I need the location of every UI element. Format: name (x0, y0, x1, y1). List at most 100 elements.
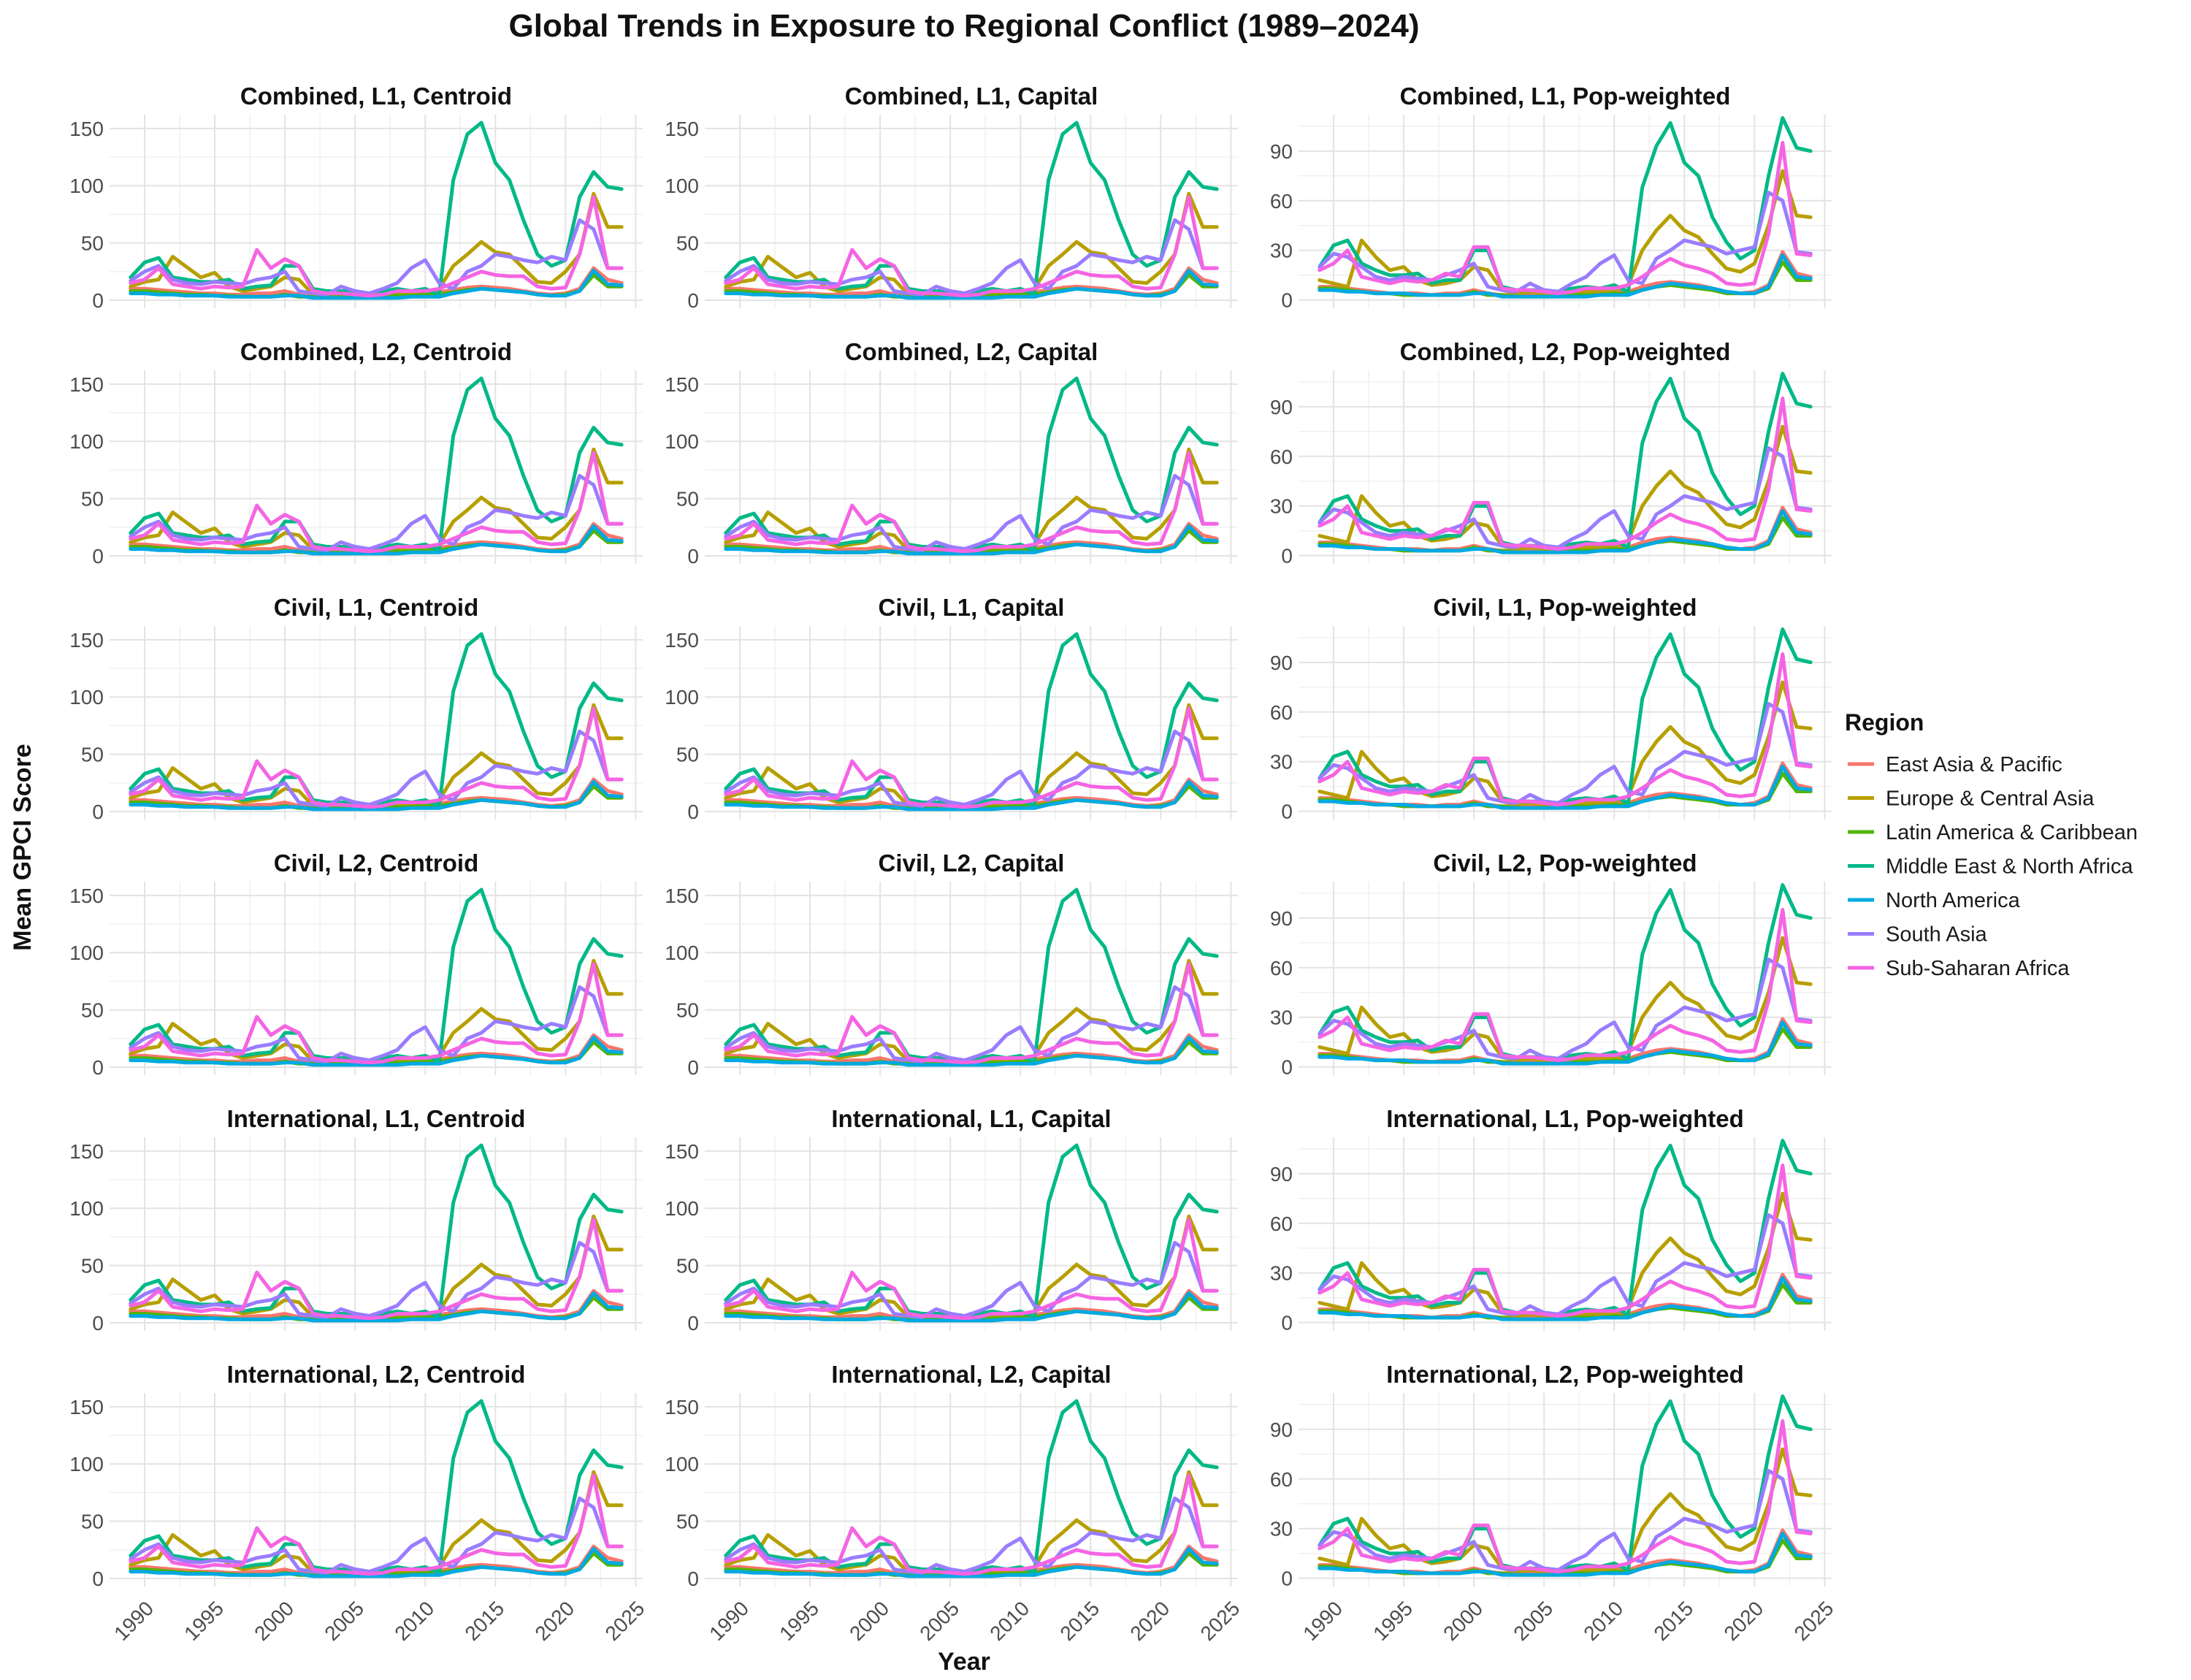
y-tick-label: 100 (665, 1453, 699, 1475)
facet-panel: Combined, L1, Centroid 0 50 100 150 (69, 83, 643, 312)
y-tick-label: 0 (92, 1568, 104, 1590)
y-tick-label: 150 (665, 885, 699, 907)
x-tick-label: 2015 (1649, 1597, 1697, 1645)
facet-strip-label: Combined, L2, Centroid (240, 338, 512, 365)
y-tick-label: 150 (69, 885, 104, 907)
x-tick-label: 2015 (460, 1597, 508, 1645)
x-tick-label: 1990 (1299, 1597, 1347, 1645)
y-tick-label: 150 (69, 629, 104, 652)
legend-label: Sub-Saharan Africa (1886, 957, 2070, 980)
facet-strip-label: Combined, L2, Pop-weighted (1400, 338, 1731, 365)
facet-strip-label: Civil, L2, Capital (879, 849, 1065, 877)
legend-label: Europe & Central Asia (1886, 787, 2095, 811)
series-line (1318, 141, 1813, 296)
y-tick-label: 50 (81, 1255, 104, 1278)
y-tick-label: 150 (69, 118, 104, 140)
facet-strip-label: International, L2, Pop-weighted (1386, 1361, 1744, 1388)
y-tick-label: 0 (92, 1056, 104, 1079)
facet-panel: Civil, L2, Centroid 0 50 100 150 (69, 849, 643, 1079)
y-tick-label: 0 (687, 1312, 699, 1335)
x-tick-label: 2015 (1055, 1597, 1104, 1645)
x-tick-label: 2010 (390, 1597, 438, 1645)
y-tick-label: 60 (1270, 190, 1293, 213)
series-line (1318, 908, 1813, 1063)
y-tick-label: 50 (81, 232, 104, 255)
x-tick-label: 1990 (110, 1597, 158, 1645)
legend-label: North America (1886, 889, 2021, 912)
series-line (1318, 253, 1813, 299)
series-line (724, 451, 1219, 554)
y-tick-label: 100 (665, 430, 699, 453)
series-line (1318, 1020, 1813, 1066)
x-tick-label: 2010 (1579, 1597, 1627, 1645)
facet-strip-label: International, L1, Pop-weighted (1386, 1105, 1744, 1132)
facet-panel: Civil, L2, Capital 0 50 100 150 (665, 849, 1238, 1079)
y-tick-label: 0 (92, 545, 104, 568)
series-line (129, 268, 624, 300)
series-line (724, 268, 1219, 300)
facet-strip-label: Combined, L1, Centroid (240, 83, 512, 110)
series-line (724, 121, 1219, 297)
series-line (129, 451, 624, 554)
x-tick-label: 2005 (1509, 1597, 1557, 1645)
y-tick-label: 100 (69, 430, 104, 453)
y-tick-label: 50 (676, 232, 699, 255)
y-tick-label: 50 (676, 744, 699, 766)
series-line (129, 473, 624, 552)
y-tick-label: 60 (1270, 1213, 1293, 1235)
series-line (724, 1496, 1219, 1575)
series-line (1318, 116, 1813, 294)
series-line (1318, 1532, 1813, 1577)
series-line (724, 985, 1219, 1064)
series-line (129, 887, 624, 1064)
facet-panel: Civil, L1, Pop-weighted 0 30 60 90 (1270, 594, 1832, 823)
series-line (1318, 1394, 1813, 1572)
y-tick-label: 0 (687, 801, 699, 823)
series-line (1318, 765, 1813, 810)
y-tick-label: 0 (1281, 1056, 1293, 1079)
y-tick-label: 30 (1270, 495, 1293, 518)
x-tick-label: 2000 (1439, 1597, 1487, 1645)
y-axis-title: Mean GPCI Score (9, 744, 37, 950)
y-tick-label: 150 (665, 1140, 699, 1163)
y-tick-label: 90 (1270, 1163, 1293, 1185)
y-tick-label: 150 (69, 1140, 104, 1163)
y-tick-label: 0 (92, 801, 104, 823)
facet-strip-label: Combined, L2, Capital (845, 338, 1098, 365)
y-tick-label: 100 (665, 942, 699, 964)
series-line (724, 1399, 1219, 1575)
series-line (724, 962, 1219, 1065)
y-tick-label: 0 (92, 289, 104, 312)
y-tick-label: 0 (1281, 1568, 1293, 1590)
series-line (1318, 883, 1813, 1061)
facet-panel: International, L1, Pop-weighted 0 30 60 90 (1270, 1105, 1832, 1335)
y-tick-label: 90 (1270, 652, 1293, 674)
chart-title: Global Trends in Exposure to Regional Co… (509, 8, 1420, 44)
y-tick-label: 50 (81, 744, 104, 766)
y-tick-label: 60 (1270, 957, 1293, 980)
series-line (724, 524, 1219, 556)
y-tick-label: 0 (1281, 289, 1293, 312)
facet-panel: Civil, L1, Capital 0 50 100 150 (665, 594, 1238, 823)
x-tick-label: 1990 (705, 1597, 753, 1645)
x-tick-label: 2020 (1125, 1597, 1174, 1645)
series-line (129, 1496, 624, 1575)
x-tick-label: 2010 (985, 1597, 1033, 1645)
legend-title: Region (1845, 709, 1924, 736)
series-line (1318, 1469, 1813, 1572)
x-tick-label: 2000 (250, 1597, 298, 1645)
y-tick-label: 50 (676, 999, 699, 1022)
facet-strip-label: Civil, L2, Centroid (274, 849, 479, 877)
facet-panel: Combined, L2, Centroid 0 50 100 150 (69, 338, 643, 568)
y-tick-label: 30 (1270, 1007, 1293, 1029)
series-line (724, 376, 1219, 552)
facet-panel: Combined, L1, Pop-weighted 0 30 60 90 (1270, 83, 1832, 312)
series-line (724, 1240, 1219, 1319)
y-tick-label: 0 (687, 1056, 699, 1079)
facet-strip-label: International, L2, Capital (831, 1361, 1111, 1388)
legend-label: East Asia & Pacific (1886, 753, 2062, 776)
legend: Region East Asia & Pacific Europe & Centr… (1845, 709, 2138, 980)
y-tick-label: 100 (69, 686, 104, 709)
series-line (1318, 397, 1813, 551)
x-tick-label: 2025 (1790, 1597, 1838, 1645)
